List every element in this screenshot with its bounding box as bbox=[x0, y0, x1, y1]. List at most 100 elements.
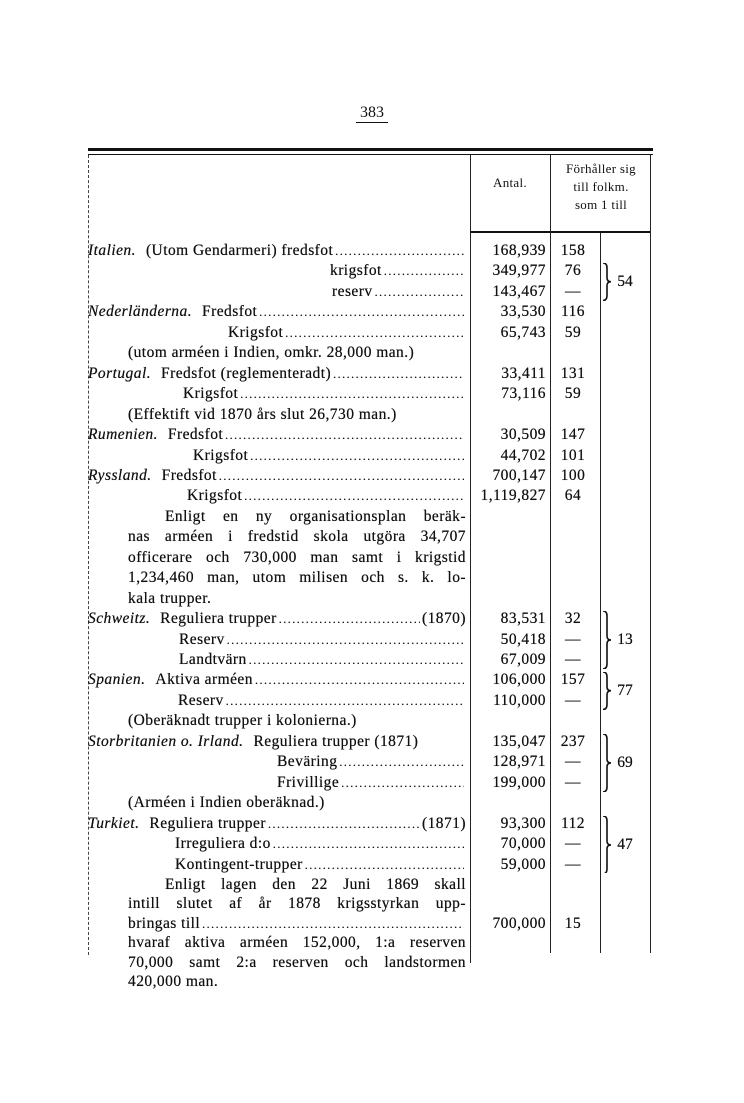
leader-dots bbox=[375, 281, 464, 303]
group-ratio-value: 54 bbox=[617, 273, 633, 291]
ratio-value: 237 bbox=[560, 732, 586, 750]
row-label: Krigsfot bbox=[193, 445, 466, 467]
row-label: Krigsfot bbox=[228, 322, 466, 344]
ratio-value: 100 bbox=[560, 466, 586, 484]
row-label: Enligt en ny organisationsplan beräk- bbox=[165, 506, 466, 527]
table-row: (utom arméen i Indien, omkr. 28,000 man.… bbox=[88, 342, 648, 363]
antal-value: 700,000 bbox=[492, 914, 546, 932]
row-text: Krigsfot bbox=[187, 487, 243, 505]
row-text: officerare och 730,000 man samt i krigst… bbox=[128, 548, 466, 566]
leader-dots bbox=[227, 629, 464, 651]
antal-value: 59,000 bbox=[500, 855, 546, 873]
antal-value: 349,977 bbox=[492, 262, 546, 280]
antal-value: 83,531 bbox=[500, 610, 546, 628]
brace-icon bbox=[602, 611, 612, 669]
table-row: Portugal. Fredsfot (reglementeradt) 33,411… bbox=[88, 363, 648, 384]
ratio-value: 32 bbox=[564, 610, 582, 628]
ratio-value: 147 bbox=[560, 426, 586, 444]
row-label: Ryssland. Fredsfot bbox=[88, 465, 466, 487]
row-label: Krigsfot bbox=[183, 383, 466, 405]
table-row: Kontingent-trupper 59,000 — bbox=[88, 854, 648, 875]
row-text: Fredsfot bbox=[161, 466, 217, 484]
row-text: reserv bbox=[332, 282, 373, 300]
antal-value: 128,971 bbox=[492, 753, 546, 771]
row-label: Italien. (Utom Gendarmeri) fredsfot bbox=[88, 240, 466, 262]
column-rule-antal bbox=[550, 155, 552, 953]
table-row: Krigsfot 65,743 59 bbox=[88, 322, 648, 343]
antal-value: 73,116 bbox=[501, 385, 546, 403]
row-text: Frivillige bbox=[277, 773, 340, 791]
table-row: Enligt en ny organisationsplan beräk- bbox=[88, 506, 648, 527]
table-row: krigsfot 349,977 76 bbox=[88, 260, 648, 281]
left-border bbox=[88, 155, 89, 955]
row-text: (Effektift vid 1870 års slut 26,730 man.… bbox=[128, 405, 397, 423]
antal-value: 106,000 bbox=[492, 671, 546, 689]
header-rule bbox=[470, 231, 651, 233]
ratio-value: 59 bbox=[564, 385, 582, 403]
row-label: (utom arméen i Indien, omkr. 28,000 man.… bbox=[128, 342, 466, 363]
antal-value: 33,411 bbox=[501, 364, 546, 382]
country-name: Nederländerna. bbox=[88, 303, 193, 321]
table-row: officerare och 730,000 man samt i krigst… bbox=[88, 547, 648, 568]
leader-dots bbox=[273, 833, 464, 855]
country-name: Schweitz. bbox=[88, 610, 151, 628]
antal-value: 67,009 bbox=[500, 651, 546, 668]
row-year: (1870) bbox=[421, 610, 466, 628]
table-row: Krigsfot 73,116 59 bbox=[88, 383, 648, 404]
ratio-value: — bbox=[565, 630, 581, 648]
table-row: Krigsfot 44,702 101 bbox=[88, 445, 648, 466]
ratio-value: 101 bbox=[560, 446, 586, 464]
table-row: Storbritanien o. Irland. Reguliera truppe… bbox=[88, 731, 648, 752]
row-label: Landtvärn bbox=[179, 649, 466, 671]
header-ratio-line: till folkm. bbox=[573, 179, 629, 194]
row-text: Landtvärn bbox=[179, 651, 247, 668]
column-rule-ratio bbox=[600, 233, 602, 953]
table-row: nas arméen i fredstid skola utgöra 34,70… bbox=[88, 526, 648, 547]
row-text: 1,234,460 man, utom milisen och s. k. lo… bbox=[128, 569, 466, 587]
leader-dots bbox=[384, 260, 464, 282]
table-row: (Arméen i Indien oberäknad.) bbox=[88, 792, 648, 813]
leader-dots bbox=[335, 240, 464, 262]
ratio-value: — bbox=[565, 691, 581, 709]
antal-value: 135,047 bbox=[492, 732, 546, 750]
country-name: Spanien. bbox=[88, 671, 146, 689]
row-label: Turkiet. Reguliera trupper (1871) bbox=[88, 813, 466, 835]
ratio-value: 64 bbox=[564, 487, 582, 505]
leader-dots bbox=[285, 322, 464, 344]
table-row: Frivillige 199,000 — bbox=[88, 772, 648, 793]
row-text: 70,000 samt 2:a reserven och landstormen bbox=[128, 953, 466, 971]
page-number: 383 bbox=[356, 104, 388, 123]
table-row: Beväring 128,971 — bbox=[88, 751, 648, 772]
row-text: Aktiva arméen bbox=[155, 671, 253, 689]
table-top-rule-thin bbox=[88, 154, 653, 155]
column-rule-right bbox=[650, 155, 652, 953]
row-label: nas arméen i fredstid skola utgöra 34,70… bbox=[128, 526, 466, 547]
leader-dots bbox=[268, 813, 420, 835]
row-text: Reguliera trupper (1871) bbox=[253, 732, 419, 750]
leader-dots bbox=[341, 772, 464, 794]
table-row: bringas till 700,000 15 bbox=[88, 913, 648, 934]
table-row: reserv 143,467 — bbox=[88, 281, 648, 302]
group-ratio-value: 47 bbox=[617, 835, 633, 853]
row-label: Enligt lagen den 22 Juni 1869 skall bbox=[165, 874, 466, 895]
table-top-rule bbox=[88, 148, 653, 151]
antal-value: 33,530 bbox=[500, 303, 546, 321]
row-text: Reguliera trupper bbox=[160, 610, 277, 628]
antal-value: 168,939 bbox=[492, 242, 546, 259]
table-row: intill slutet af år 1878 krigsstyrkan up… bbox=[88, 893, 648, 914]
row-label: Reserv bbox=[179, 629, 466, 651]
ratio-value: 157 bbox=[560, 671, 586, 689]
row-text: Krigsfot bbox=[228, 323, 284, 341]
header-ratio-line: som 1 till bbox=[574, 197, 628, 212]
leader-dots bbox=[225, 424, 464, 446]
row-text: Krigsfot bbox=[193, 446, 249, 464]
table-row: 70,000 samt 2:a reserven och landstormen bbox=[88, 952, 648, 973]
leader-dots bbox=[339, 751, 464, 773]
row-label: Rumenien. Fredsfot bbox=[88, 424, 466, 446]
row-text: Reguliera trupper bbox=[149, 814, 266, 832]
row-label: Schweitz. Reguliera trupper (1870) bbox=[88, 608, 466, 630]
table-row: Enligt lagen den 22 Juni 1869 skall bbox=[88, 874, 648, 895]
table-row: Irreguliera d:o 70,000 — bbox=[88, 833, 648, 854]
table-row: 1,234,460 man, utom milisen och s. k. lo… bbox=[88, 567, 648, 588]
row-text: Krigsfot bbox=[183, 385, 239, 403]
